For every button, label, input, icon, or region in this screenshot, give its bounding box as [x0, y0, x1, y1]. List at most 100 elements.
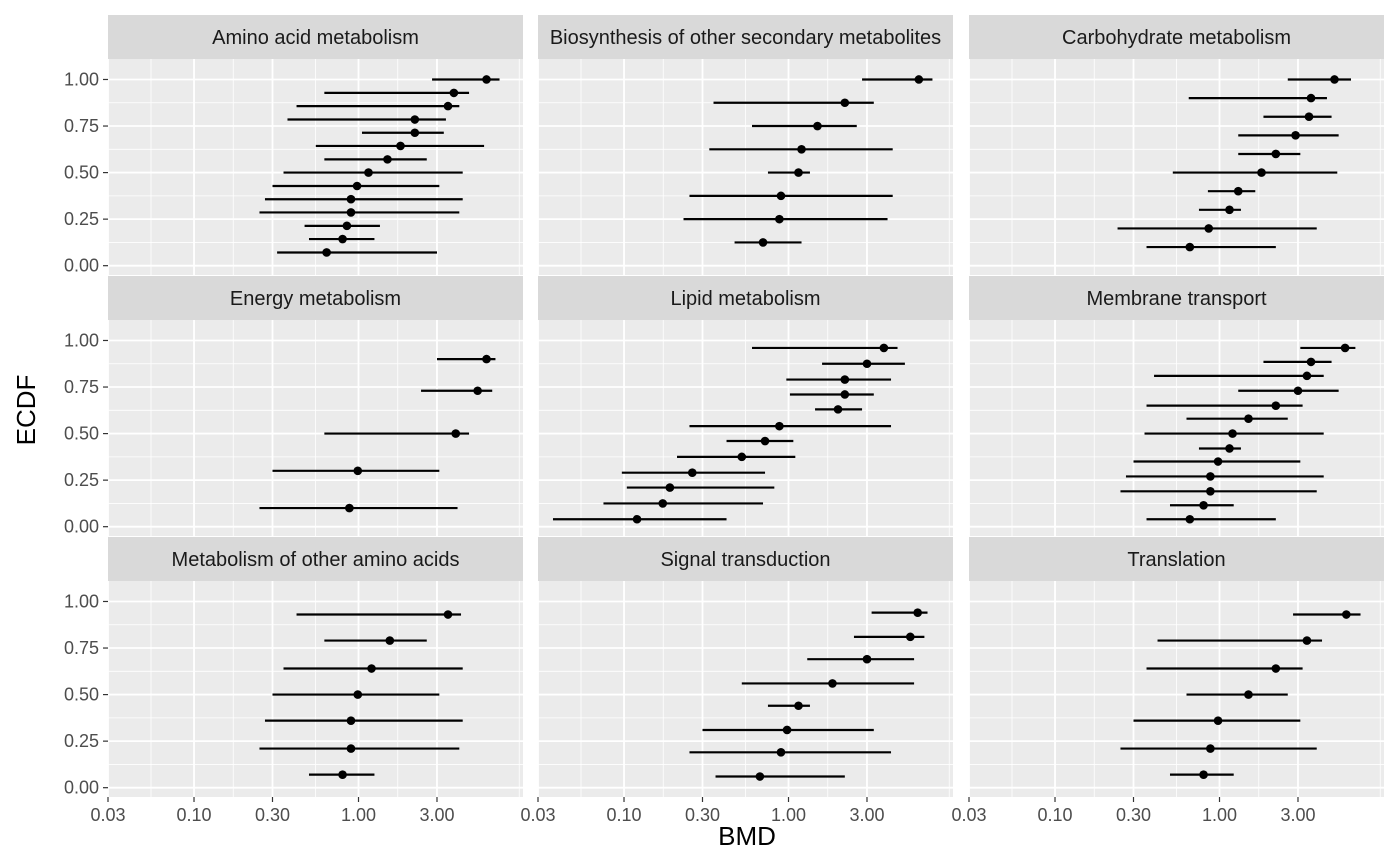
bmd-point — [813, 121, 822, 131]
bmd-point — [345, 503, 354, 513]
facet-strip-label: Lipid metabolism — [670, 288, 820, 310]
bmd-point — [346, 716, 356, 725]
bmd-point — [1185, 242, 1195, 252]
x-tick-label: 0.03 — [90, 805, 125, 825]
facet-strip — [108, 537, 523, 581]
bmd-point — [758, 238, 768, 247]
y-tick-label: 0.00 — [64, 778, 99, 798]
facet-panel: Energy metabolism 0.00 0.25 0.50 0.75 1.00 — [64, 276, 523, 537]
bmd-point — [840, 98, 850, 108]
facet-strip — [969, 15, 1384, 59]
facet-strip-label: Carbohydrate metabolism — [1062, 27, 1291, 49]
bmd-point — [782, 725, 792, 735]
bmd-point — [879, 343, 889, 353]
facet-panel: Metabolism of other amino acids 0.00 0.25 0… — [64, 537, 523, 825]
bmd-point — [1306, 357, 1316, 367]
facet-strip-label: Biosynthesis of other secondary metaboli… — [550, 27, 941, 49]
y-tick-label: 1.00 — [64, 591, 99, 611]
x-tick-label: 3.00 — [1280, 805, 1315, 825]
bmd-point — [828, 679, 837, 688]
y-tick-label: 0.50 — [64, 424, 99, 444]
bmd-point — [775, 421, 784, 431]
bmd-point — [449, 88, 459, 98]
facet-strip-label: Amino acid metabolism — [212, 27, 419, 49]
bmd-point — [775, 214, 784, 224]
bmd-point — [338, 770, 347, 779]
x-tick-label: 0.03 — [520, 805, 555, 825]
bmd-point — [687, 468, 697, 477]
facet-panel: Amino acid metabolism 0.00 0.25 0.50 0.75 1.0… — [64, 15, 523, 276]
facet-strip-label: Signal transduction — [660, 549, 830, 571]
bmd-point — [1342, 610, 1351, 619]
y-tick-label: 0.25 — [64, 209, 99, 229]
x-tick-label: 3.00 — [419, 805, 454, 825]
bmd-point — [1257, 168, 1266, 177]
facet-panel: Lipid metabolism — [537, 276, 953, 536]
bmd-point — [1304, 112, 1314, 122]
x-axis-title: BMD — [718, 821, 776, 851]
bmd-point — [1213, 457, 1223, 466]
bmd-point — [451, 429, 461, 438]
bmd-point — [1225, 444, 1234, 453]
bmd-point — [760, 436, 770, 446]
bmd-point — [322, 248, 331, 257]
bmd-point — [1233, 186, 1243, 196]
facet-strip — [538, 537, 953, 581]
y-tick-label: 0.50 — [64, 685, 99, 705]
bmd-point — [755, 772, 765, 781]
bmd-point — [443, 610, 453, 619]
bmd-point — [776, 191, 786, 201]
facet-panel: Membrane transport — [968, 276, 1384, 536]
x-tick-label: 0.03 — [951, 805, 986, 825]
bmd-point — [364, 168, 373, 177]
x-tick-label: 1.00 — [771, 805, 806, 825]
y-tick-label: 1.00 — [64, 69, 99, 89]
facet-strip — [108, 15, 523, 59]
bmd-point — [833, 405, 843, 414]
bmd-point — [1206, 472, 1215, 481]
bmd-point — [1330, 75, 1339, 84]
bmd-point — [1306, 93, 1316, 103]
bmd-point — [346, 194, 356, 204]
y-tick-label: 0.00 — [64, 517, 99, 537]
bmd-point — [1271, 664, 1281, 673]
bmd-point — [1340, 343, 1350, 353]
x-tick-label: 3.00 — [849, 805, 884, 825]
bmd-point — [914, 75, 924, 84]
bmd-point — [346, 744, 356, 753]
bmd-point — [353, 466, 363, 476]
bmd-point — [1293, 386, 1303, 396]
bmd-point — [1199, 770, 1208, 779]
y-tick-label: 0.75 — [64, 116, 99, 136]
y-axis-title: ECDF — [11, 375, 41, 446]
bmd-point — [1206, 744, 1215, 753]
bmd-point — [840, 375, 850, 384]
bmd-point — [1228, 429, 1237, 438]
bmd-point — [1302, 636, 1312, 645]
bmd-point — [410, 128, 420, 138]
bmd-point — [665, 483, 675, 492]
bmd-point — [1271, 401, 1281, 410]
x-tick-label: 0.10 — [176, 805, 211, 825]
x-tick-label: 1.00 — [341, 805, 376, 825]
bmd-point — [342, 221, 352, 231]
bmd-point — [1225, 205, 1234, 215]
y-tick-label: 1.00 — [64, 330, 99, 350]
facet-strip — [538, 15, 953, 59]
facet-panel: Signal transduction 0.03 0.10 0.30 1.00 3.00 — [520, 537, 953, 825]
bmd-point — [658, 499, 668, 508]
facet-strip-label: Membrane transport — [1086, 288, 1267, 310]
bmd-point — [737, 452, 747, 462]
x-tick-label: 0.10 — [606, 805, 641, 825]
bmd-point — [862, 359, 872, 369]
facet-panel: Carbohydrate metabolism — [968, 15, 1384, 275]
bmd-point — [862, 654, 872, 664]
x-tick-label: 0.30 — [1116, 805, 1151, 825]
facet-strip — [969, 276, 1384, 320]
facet-strip — [969, 537, 1384, 581]
bmd-point — [1244, 690, 1253, 699]
bmd-point — [367, 664, 376, 673]
facet-strip-label: Energy metabolism — [230, 288, 401, 310]
bmd-point — [1291, 131, 1300, 140]
